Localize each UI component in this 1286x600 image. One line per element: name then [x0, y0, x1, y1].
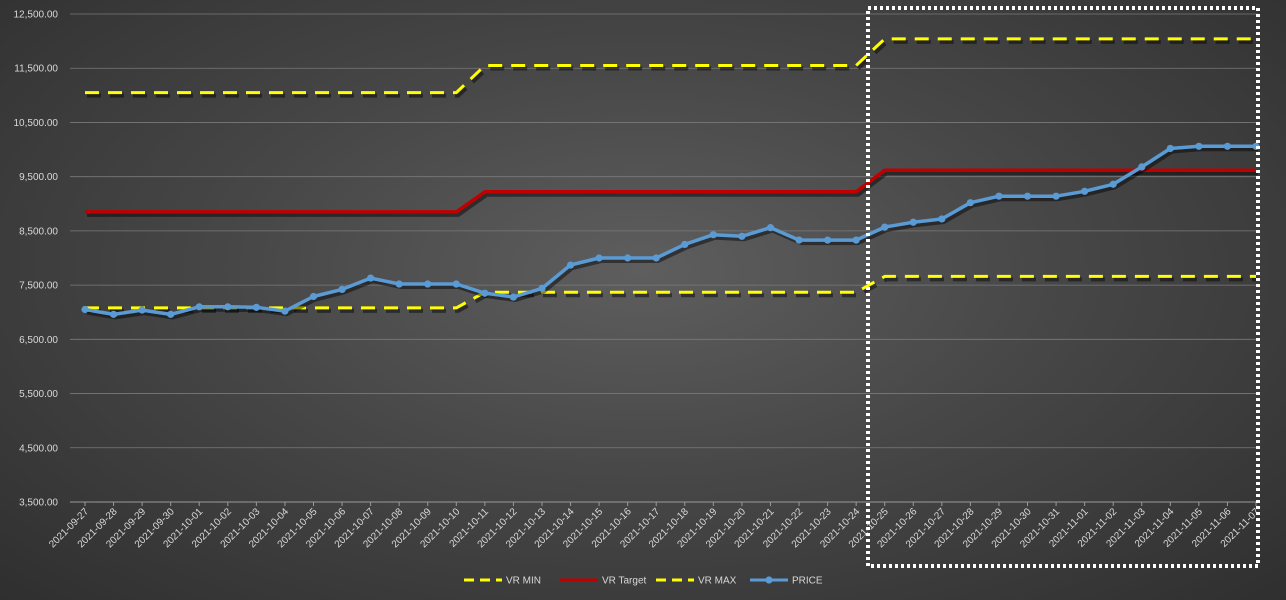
vr-min-series-shadow: [87, 277, 1258, 313]
price-point: [167, 310, 175, 318]
price-point: [224, 303, 232, 311]
price-point: [509, 293, 518, 301]
price-point: [823, 236, 832, 244]
price-point: [395, 280, 403, 288]
y-tick-label: 11,500.00: [14, 64, 58, 75]
price-point: [738, 232, 746, 240]
price-point: [966, 199, 974, 207]
y-tick-label: 12,500.00: [14, 10, 59, 21]
vr-min-series-line: [85, 274, 1256, 310]
legend-marker-price: [765, 576, 773, 584]
price-point: [452, 280, 460, 288]
price-point: [938, 215, 946, 223]
price-point: [652, 254, 660, 262]
price-point: [538, 284, 546, 292]
price-point: [909, 218, 917, 226]
y-tick-label: 7,500.00: [19, 281, 58, 292]
price-point: [281, 307, 289, 315]
price-point: [795, 236, 803, 244]
price-point: [309, 292, 318, 301]
price-point: [852, 236, 860, 244]
price-point: [709, 231, 717, 239]
price-point: [881, 223, 889, 231]
x-axis: 2021-09-272021-09-282021-09-292021-09-30…: [47, 501, 1262, 550]
price-point: [1081, 187, 1089, 195]
price-point: [195, 303, 203, 311]
price-point: [338, 285, 346, 294]
legend-label-vr-target: VR Target: [602, 576, 647, 587]
y-tick-label: 6,500.00: [19, 335, 58, 346]
price-point: [1223, 142, 1232, 150]
price-series-line: [84, 144, 1256, 317]
price-point: [766, 224, 775, 232]
price-point: [1195, 142, 1203, 150]
price-point: [138, 306, 146, 314]
y-tick-label: 5,500.00: [19, 389, 58, 400]
price-point: [424, 280, 432, 288]
price-point: [1138, 163, 1146, 171]
vr-max-series-shadow: [87, 39, 1258, 98]
vr-target-series-shadow: [87, 171, 1258, 217]
vr-target-series-line: [85, 168, 1256, 214]
y-tick-label: 3,500.00: [19, 498, 58, 509]
price-point: [81, 305, 89, 314]
price-point: [109, 310, 118, 318]
highlight-dotted-box: [866, 6, 1260, 568]
legend: VR MIN VR Target VR MAX PRICE: [464, 576, 823, 587]
price-point: [252, 303, 260, 311]
highlight-box: [866, 6, 1260, 568]
price-point: [595, 254, 603, 262]
price-point: [681, 240, 689, 249]
price-point: [1109, 180, 1117, 188]
y-tick-label: 10,500.00: [14, 118, 59, 129]
price-point: [367, 274, 375, 282]
plot-series: [81, 37, 1260, 320]
legend-label-vr-max: VR MAX: [698, 576, 737, 587]
legend-label-price: PRICE: [792, 576, 823, 587]
legend-label-vr-min: VR MIN: [506, 576, 541, 587]
price-point: [624, 254, 632, 262]
y-tick-label: 8,500.00: [19, 226, 58, 237]
y-axis: 12,500.00 11,500.00 10,500.00 9,500.00 8,500…: [14, 10, 59, 509]
price-point: [1052, 192, 1060, 200]
price-point: [1023, 192, 1032, 200]
price-point: [995, 192, 1003, 200]
y-tick-label: 4,500.00: [19, 443, 58, 454]
price-point: [1166, 144, 1174, 153]
price-point: [566, 261, 575, 269]
vr-max-series-line: [85, 37, 1256, 95]
y-tick-label: 9,500.00: [19, 172, 58, 183]
price-series-shadow: [86, 147, 1258, 320]
price-point: [481, 289, 489, 297]
